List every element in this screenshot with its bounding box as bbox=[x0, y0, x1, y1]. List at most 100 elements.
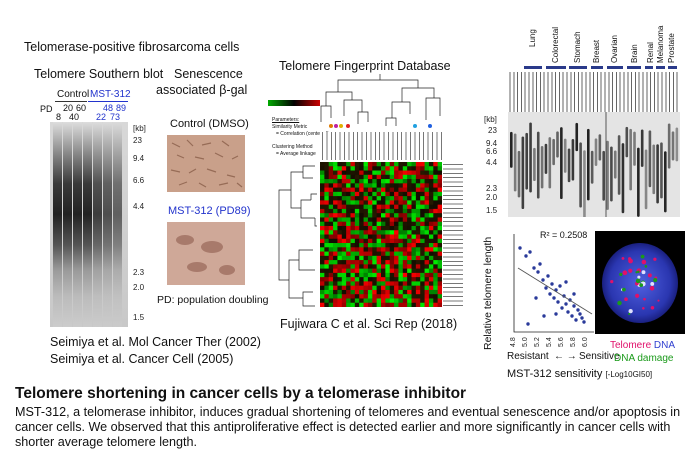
heatmap-cell bbox=[346, 255, 351, 261]
heatmap-cell bbox=[398, 272, 404, 278]
pd-control-2: 60 bbox=[76, 103, 87, 113]
kb-tick: 6.6 bbox=[133, 176, 145, 185]
heatmap-cell bbox=[359, 264, 364, 269]
heatmap-cell bbox=[381, 221, 386, 227]
heatmap-cell bbox=[359, 260, 364, 265]
scatter-point bbox=[552, 296, 556, 300]
heatmap-cell bbox=[320, 225, 325, 231]
scatter-point bbox=[538, 262, 542, 266]
nucleus-focus bbox=[628, 257, 632, 261]
heatmap-cell bbox=[372, 183, 377, 188]
gel-band bbox=[517, 150, 521, 198]
heatmap-cell bbox=[341, 225, 347, 231]
heatmap-cell bbox=[333, 251, 338, 257]
heatmap-cell bbox=[407, 170, 412, 176]
heatmap-cell bbox=[359, 298, 364, 304]
heatmap-cell bbox=[367, 285, 373, 291]
heatmap-cell bbox=[381, 208, 386, 214]
x-tick: 5.4 bbox=[546, 337, 553, 347]
heatmap-cell bbox=[402, 302, 408, 307]
heatmap-cell bbox=[389, 264, 395, 269]
heatmap-cell bbox=[402, 187, 408, 193]
heatmap-cell bbox=[407, 251, 412, 257]
heatmap-cell bbox=[350, 272, 356, 278]
heatmap-cell bbox=[363, 264, 369, 269]
heatmap-cell bbox=[437, 289, 442, 295]
heatmap-cell bbox=[372, 294, 377, 299]
heatmap-cell bbox=[333, 277, 338, 282]
heatmap-cell bbox=[359, 255, 364, 261]
heatmap-cell bbox=[428, 200, 434, 205]
heatmap-cell bbox=[394, 183, 399, 188]
heatmap-cell bbox=[420, 213, 425, 218]
heatmap-cell bbox=[428, 162, 434, 167]
heatmap-cell bbox=[415, 183, 421, 188]
nucleus-focus bbox=[639, 283, 644, 287]
heatmap-cell bbox=[341, 281, 347, 286]
heatmap-cell bbox=[381, 200, 386, 205]
heatmap-cell bbox=[346, 302, 351, 307]
heatmap-cell bbox=[354, 302, 360, 307]
heatmap-cell bbox=[415, 225, 421, 231]
heatmap-cell bbox=[324, 174, 330, 180]
gel-band bbox=[556, 131, 559, 158]
database-citation: Fujiwara C et al. Sci Rep (2018) bbox=[280, 317, 458, 331]
heatmap-cell bbox=[402, 213, 408, 218]
heatmap-cell bbox=[346, 230, 351, 235]
heatmap-cell bbox=[320, 204, 325, 210]
heatmap-cell bbox=[328, 230, 334, 235]
heatmap-cell bbox=[333, 243, 338, 248]
heatmap-cell bbox=[402, 196, 408, 201]
heatmap-cell bbox=[320, 208, 325, 214]
heatmap-cell bbox=[411, 298, 417, 304]
heatmap-cell bbox=[367, 183, 373, 188]
scatter-point bbox=[548, 292, 552, 296]
heatmap-cell bbox=[420, 285, 425, 291]
heatmap-cell bbox=[437, 221, 442, 227]
scatter-point bbox=[578, 312, 582, 316]
heatmap-cell bbox=[328, 289, 334, 295]
heatmap-cell bbox=[433, 302, 438, 307]
heatmap-cell bbox=[346, 183, 351, 188]
heatmap-cell bbox=[372, 196, 377, 201]
heatmap-cell bbox=[402, 238, 408, 244]
heatmap-cell bbox=[381, 191, 386, 197]
heatmap-cell bbox=[385, 213, 391, 218]
heatmap-cell bbox=[437, 179, 442, 184]
heatmap-cell bbox=[328, 213, 334, 218]
heatmap-cell bbox=[433, 234, 438, 240]
heatmap-cell bbox=[320, 294, 325, 299]
heatmap-cell bbox=[394, 217, 399, 223]
nucleus-focus bbox=[641, 270, 646, 275]
heatmap-cell bbox=[411, 277, 417, 282]
heatmap-cell bbox=[428, 225, 434, 231]
heatmap-cell bbox=[407, 204, 412, 210]
gel-band bbox=[544, 143, 548, 174]
heatmap-cell bbox=[389, 255, 395, 261]
kb-tick: 1.5 bbox=[133, 313, 145, 322]
heatmap-cell bbox=[415, 285, 421, 291]
heatmap-cell bbox=[381, 204, 386, 210]
heatmap-cell bbox=[433, 277, 438, 282]
heatmap-cell bbox=[381, 238, 386, 244]
control-underline bbox=[55, 101, 87, 102]
heatmap-cell bbox=[411, 230, 417, 235]
heatmap-cell bbox=[363, 230, 369, 235]
heatmap-cell bbox=[359, 183, 364, 188]
cancer-type-label: Breast bbox=[592, 39, 601, 63]
heatmap-cell bbox=[398, 183, 404, 188]
heatmap-cell bbox=[359, 204, 364, 210]
cancer-type-bar bbox=[607, 66, 623, 69]
heatmap-cell bbox=[376, 217, 382, 223]
kb-tick: 4.4 bbox=[133, 202, 145, 211]
heatmap-cell bbox=[337, 264, 343, 269]
heatmap-cell bbox=[333, 272, 338, 278]
heatmap-cell bbox=[354, 200, 360, 205]
heatmap-cell bbox=[424, 166, 430, 171]
heatmap-cell bbox=[407, 187, 412, 193]
heatmap-cell bbox=[394, 243, 399, 248]
heatmap-cell bbox=[333, 281, 338, 286]
heatmap-cell bbox=[350, 302, 356, 307]
heatmap-cell bbox=[433, 217, 438, 223]
heatmap-cell bbox=[437, 281, 442, 286]
